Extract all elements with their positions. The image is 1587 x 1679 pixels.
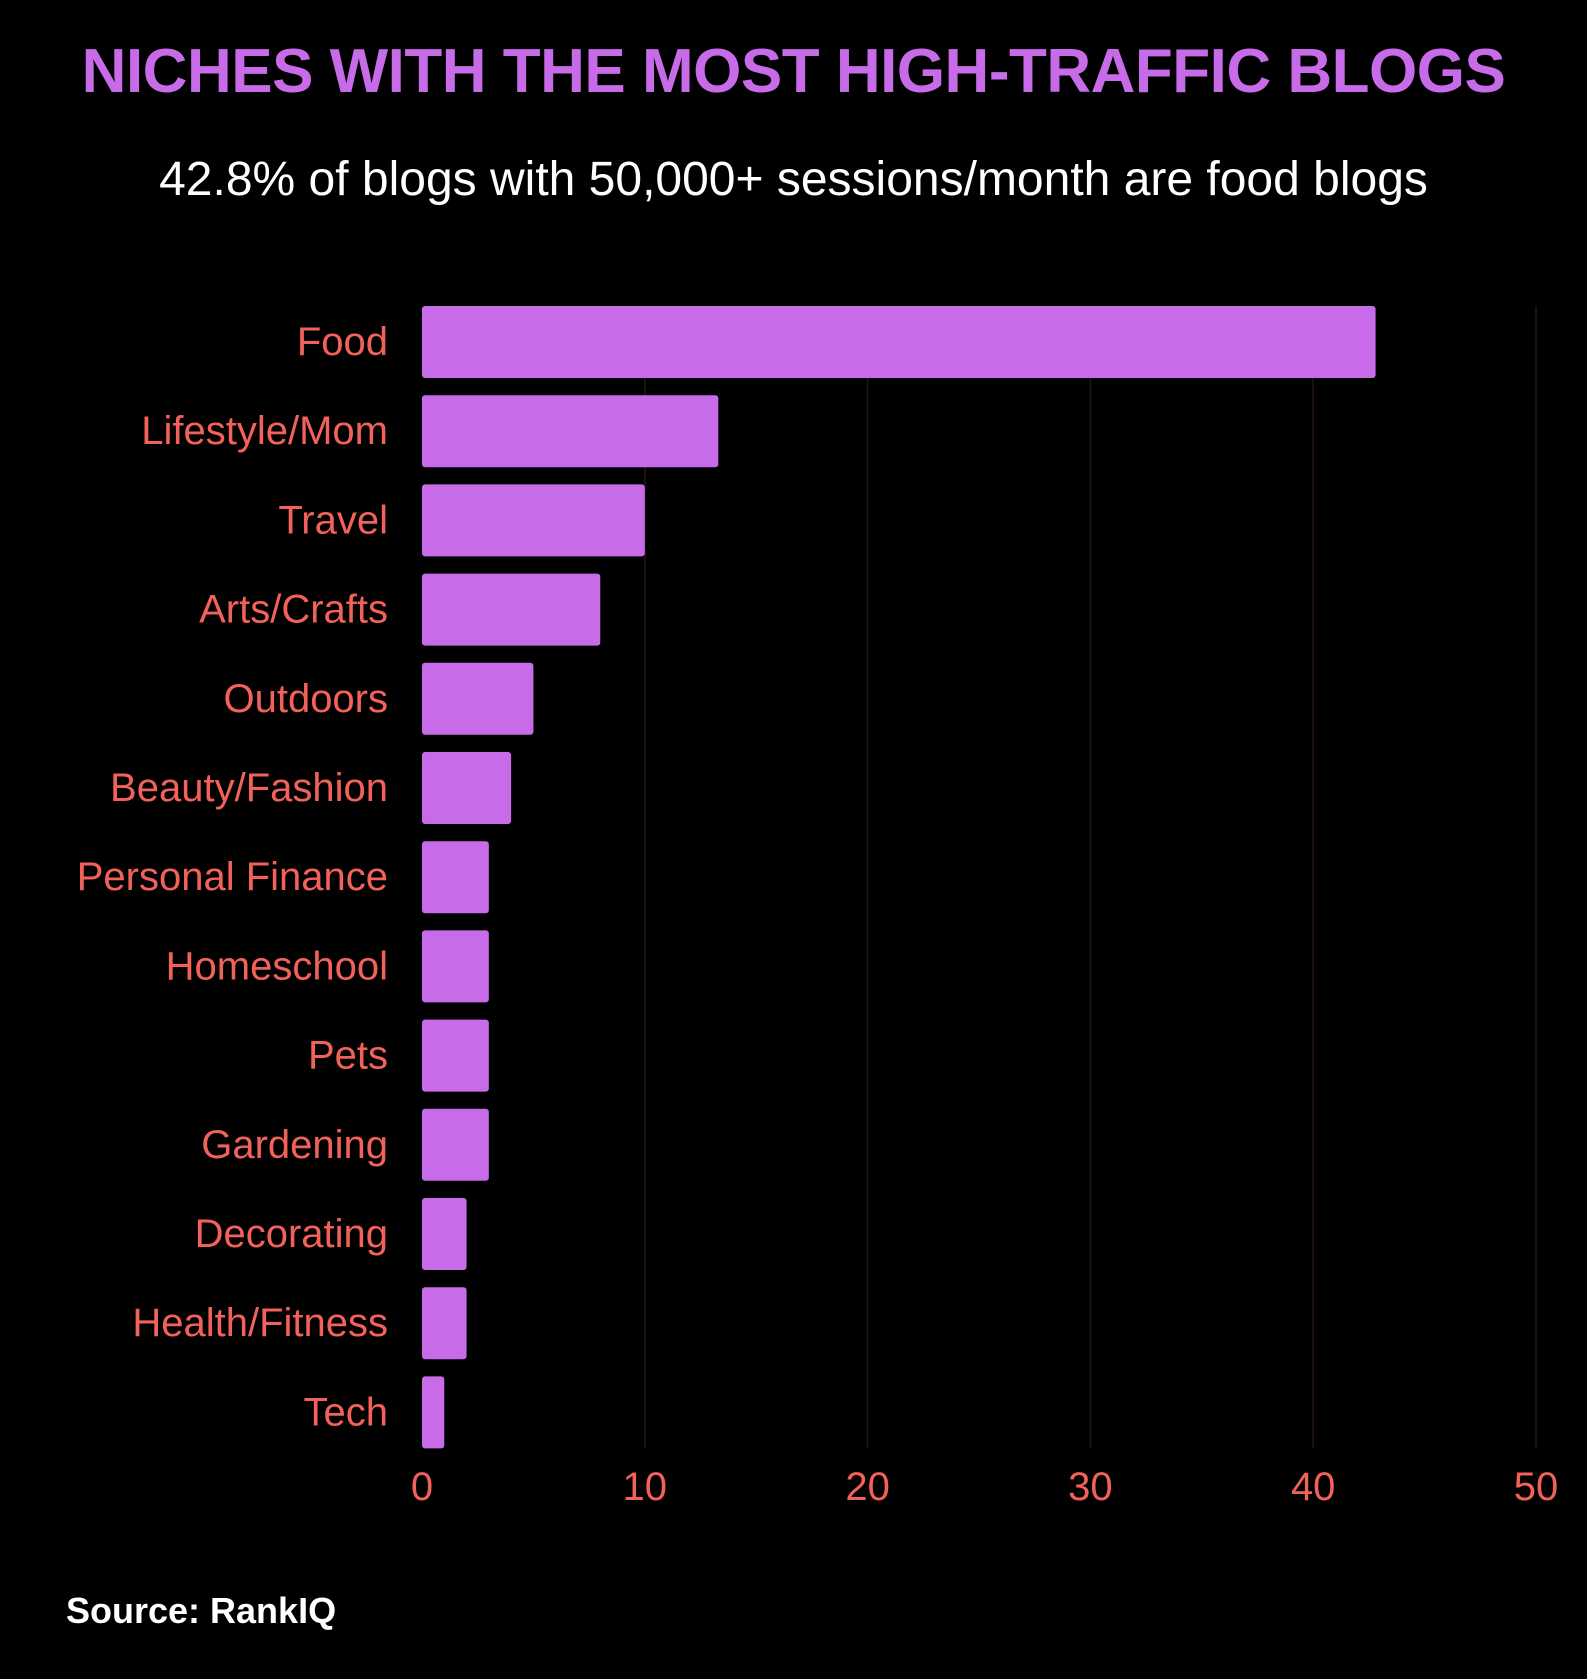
bar-travel — [422, 484, 645, 557]
category-label: Decorating — [195, 1212, 388, 1256]
x-tick-label: 10 — [623, 1465, 668, 1509]
category-label: Tech — [304, 1390, 389, 1434]
category-label: Outdoors — [223, 677, 388, 721]
bar-beauty-fashion — [422, 752, 512, 824]
category-label: Arts/Crafts — [199, 588, 388, 632]
x-tick-label: 0 — [411, 1465, 433, 1509]
category-label: Food — [297, 320, 388, 364]
bar-health-fitness — [422, 1287, 467, 1360]
bar-decorating — [422, 1198, 467, 1270]
bar-lifestyle-mom — [422, 395, 719, 468]
category-label: Pets — [308, 1034, 388, 1078]
bar-personal-finance — [422, 841, 489, 914]
source-note: Source: RankIQ — [66, 1590, 337, 1631]
category-label: Personal Finance — [77, 855, 388, 899]
bar-pets — [422, 1019, 489, 1092]
category-label: Health/Fitness — [132, 1301, 388, 1345]
bar-chart: Food Lifestyle/Mom Travel Arts/Crafts Outdoo… — [77, 306, 1558, 1509]
x-tick-label: 20 — [845, 1465, 890, 1509]
bars — [422, 306, 1376, 1449]
bar-arts-crafts — [422, 573, 601, 646]
x-tick-label: 50 — [1514, 1465, 1559, 1509]
category-label: Beauty/Fashion — [110, 766, 388, 810]
gridlines — [644, 306, 1537, 1449]
category-label: Gardening — [201, 1123, 388, 1167]
x-tick-label: 30 — [1068, 1465, 1113, 1509]
x-axis-tick-labels: 0 10 20 30 40 50 — [411, 1465, 1558, 1509]
chart-subtitle: 42.8% of blogs with 50,000+ sessions/mon… — [159, 153, 1428, 206]
category-label: Travel — [278, 498, 388, 542]
category-label: Lifestyle/Mom — [141, 409, 388, 453]
category-labels: Food Lifestyle/Mom Travel Arts/Crafts Outdoo… — [77, 320, 388, 1434]
bar-tech — [422, 1376, 445, 1449]
x-tick-label: 40 — [1291, 1465, 1336, 1509]
bar-gardening — [422, 1108, 489, 1181]
bar-homeschool — [422, 930, 489, 1003]
chart-title: NICHES WITH THE MOST HIGH-TRAFFIC BLOGS — [81, 37, 1506, 106]
bar-food — [422, 306, 1376, 378]
category-label: Homeschool — [166, 944, 388, 988]
bar-outdoors — [422, 662, 534, 735]
